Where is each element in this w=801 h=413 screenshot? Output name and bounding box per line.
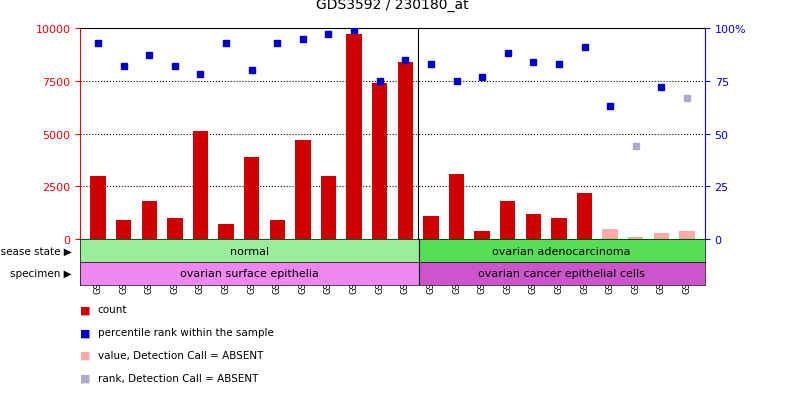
Text: ■: ■ [80, 328, 91, 337]
Bar [80, 262, 418, 285]
Bar [270, 221, 285, 240]
Bar [346, 35, 362, 240]
Text: count: count [98, 305, 127, 315]
Bar [193, 132, 208, 240]
Text: GDS3592 / 230180_at: GDS3592 / 230180_at [316, 0, 469, 12]
Bar [91, 176, 106, 240]
Text: ■: ■ [80, 305, 91, 315]
Text: ■: ■ [80, 350, 91, 360]
Bar [679, 231, 694, 240]
Bar [525, 214, 541, 240]
Bar [500, 202, 515, 240]
Bar [449, 174, 465, 240]
Bar [654, 233, 669, 240]
Bar [418, 240, 705, 262]
Text: value, Detection Call = ABSENT: value, Detection Call = ABSENT [98, 350, 263, 360]
Text: ovarian surface epithelia: ovarian surface epithelia [180, 268, 319, 279]
Bar [602, 229, 618, 240]
Bar [397, 63, 413, 240]
Bar [116, 221, 131, 240]
Bar [474, 231, 489, 240]
Text: ■: ■ [80, 373, 91, 383]
Text: percentile rank within the sample: percentile rank within the sample [98, 328, 274, 337]
Text: rank, Detection Call = ABSENT: rank, Detection Call = ABSENT [98, 373, 258, 383]
Bar [244, 157, 260, 240]
Bar [167, 218, 183, 240]
Text: specimen ▶: specimen ▶ [10, 268, 72, 279]
Bar [219, 225, 234, 240]
Bar [372, 84, 388, 240]
Bar [296, 140, 311, 240]
Text: ovarian cancer epithelial cells: ovarian cancer epithelial cells [478, 268, 645, 279]
Bar [577, 193, 592, 240]
Bar [80, 240, 418, 262]
Bar [320, 176, 336, 240]
Bar [418, 262, 705, 285]
Text: ovarian adenocarcinoma: ovarian adenocarcinoma [493, 246, 631, 256]
Text: disease state ▶: disease state ▶ [0, 246, 72, 256]
Bar [628, 237, 643, 240]
Bar [551, 218, 566, 240]
Bar [142, 202, 157, 240]
Bar [423, 216, 439, 240]
Text: normal: normal [230, 246, 269, 256]
